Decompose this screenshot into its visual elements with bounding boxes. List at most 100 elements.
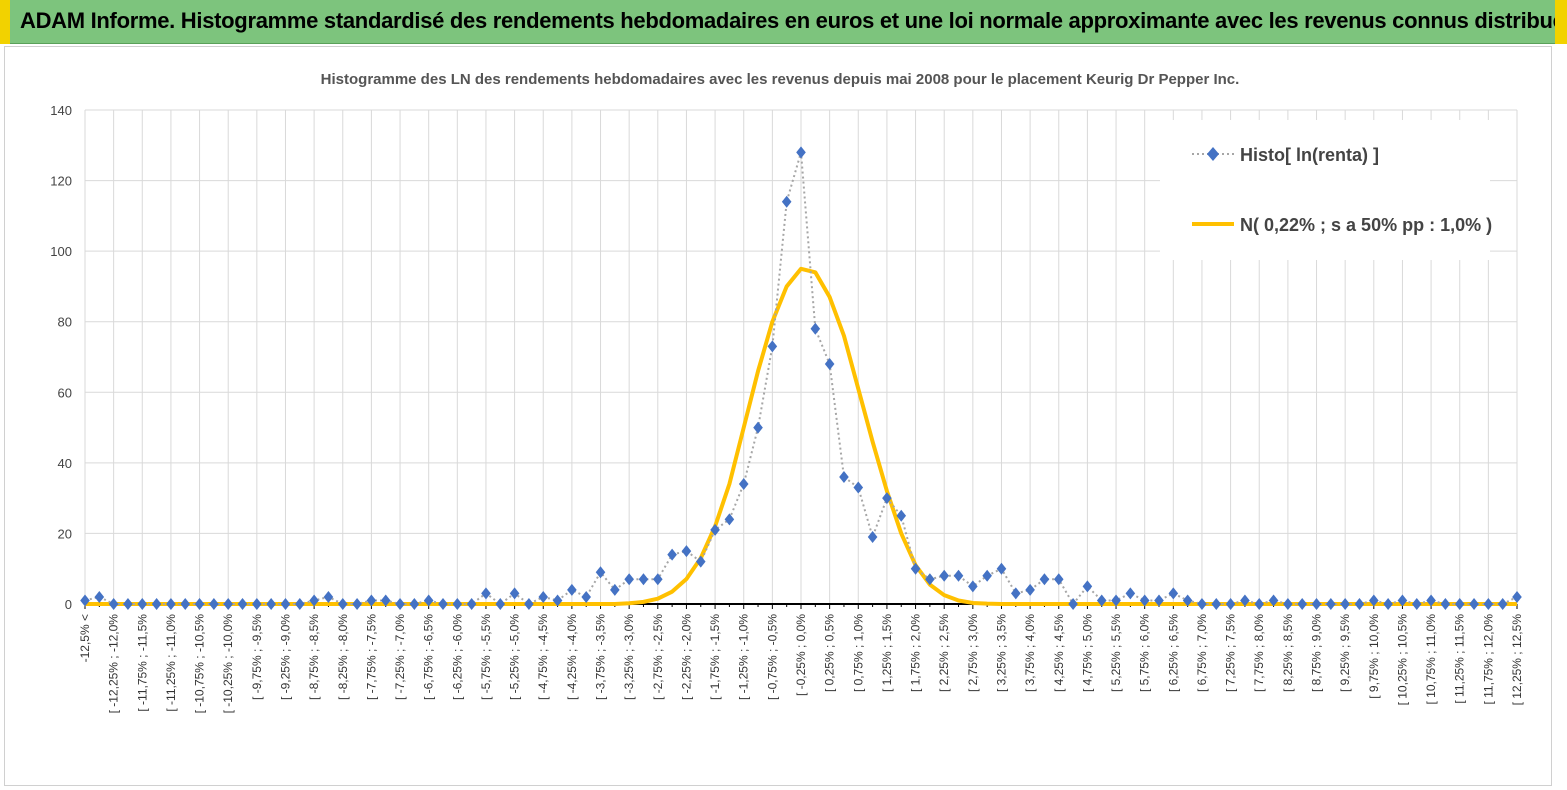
histogram-point bbox=[839, 470, 849, 483]
x-tick-label: [ -6,75% ; -6,5% bbox=[422, 614, 436, 700]
histogram-point bbox=[738, 478, 749, 491]
x-tick-label: [ -7,75% ; -7,5% bbox=[364, 614, 378, 700]
histogram-point bbox=[1240, 594, 1250, 607]
histogram-point bbox=[1369, 594, 1379, 607]
histogram-point bbox=[266, 598, 276, 610]
histogram-point bbox=[610, 583, 620, 596]
x-tick-label: [ 5,75% ; 6,0% bbox=[1138, 614, 1152, 692]
histogram-point bbox=[1125, 587, 1136, 600]
histogram-point bbox=[108, 598, 119, 610]
y-tick-label: 80 bbox=[58, 315, 72, 330]
legend-histo-marker bbox=[1207, 147, 1219, 161]
histogram-point bbox=[552, 594, 563, 607]
x-tick-label: [ 0,25% ; 0,5% bbox=[823, 614, 837, 692]
histogram-point bbox=[366, 594, 377, 607]
histogram-point bbox=[524, 598, 534, 610]
histogram-point bbox=[337, 598, 348, 610]
legend-box bbox=[1160, 120, 1490, 260]
histogram-point bbox=[724, 513, 735, 526]
x-tick-label: [ -0,25% ; 0,0% bbox=[794, 614, 808, 696]
histogram-point bbox=[466, 598, 477, 610]
header-accent-right bbox=[1555, 0, 1567, 44]
histogram-point bbox=[567, 583, 577, 596]
x-tick-label: [ 6,75% ; 7,0% bbox=[1195, 614, 1209, 692]
histogram-point bbox=[595, 566, 606, 579]
chart-frame bbox=[4, 46, 1552, 786]
histogram-point bbox=[1011, 587, 1021, 600]
y-tick-label: 120 bbox=[50, 174, 72, 189]
histogram-point bbox=[896, 509, 907, 522]
histogram-point bbox=[810, 322, 821, 335]
histogram-point bbox=[1254, 598, 1265, 610]
histogram-point bbox=[667, 548, 677, 561]
histogram-point bbox=[1411, 598, 1422, 610]
histogram-point bbox=[166, 598, 176, 610]
histogram-point bbox=[767, 340, 778, 353]
x-tick-label: [ -8,25% ; -8,0% bbox=[336, 614, 350, 700]
histogram-point bbox=[1454, 598, 1465, 610]
histogram-point bbox=[1283, 598, 1293, 610]
histogram-point bbox=[925, 573, 935, 586]
histogram-point bbox=[137, 598, 148, 610]
histogram-point bbox=[638, 573, 649, 586]
histogram-point bbox=[824, 358, 835, 371]
legend-histo-label: Histo[ ln(renta) ] bbox=[1240, 145, 1379, 165]
histogram-point bbox=[323, 590, 334, 603]
x-tick-label: [ 9,75% ; 10,0% bbox=[1367, 614, 1381, 699]
x-tick-label: [ 11,25% ; 11,5% bbox=[1453, 614, 1467, 704]
histogram-point bbox=[1068, 598, 1078, 610]
y-tick-label: 40 bbox=[58, 456, 72, 471]
x-tick-label: [ 9,25% ; 9,5% bbox=[1338, 614, 1352, 692]
x-tick-label: [ 8,25% ; 8,5% bbox=[1281, 614, 1295, 692]
x-tick-label: [ -5,75% ; -5,5% bbox=[479, 614, 493, 700]
x-tick-label: [ -11,75% ; -11,5% bbox=[135, 614, 149, 712]
x-tick-label: [ 4,25% ; 4,5% bbox=[1052, 614, 1066, 692]
histogram-point bbox=[395, 598, 405, 610]
histogram-point bbox=[538, 590, 549, 603]
histogram-point bbox=[1440, 598, 1451, 610]
x-tick-label: [ 2,75% ; 3,0% bbox=[966, 614, 980, 692]
x-tick-label: [ -11,25% ; -11,0% bbox=[164, 614, 178, 712]
x-tick-label: [ 8,75% ; 9,0% bbox=[1310, 614, 1324, 692]
x-tick-label: [ 0,75% ; 1,0% bbox=[851, 614, 865, 692]
histogram-point bbox=[1311, 598, 1322, 610]
x-tick-label: [ -2,25% ; -2,0% bbox=[679, 614, 693, 700]
histogram-point bbox=[1154, 594, 1164, 607]
histogram-point bbox=[223, 598, 233, 610]
histogram-point bbox=[1426, 594, 1436, 607]
x-tick-label: [ -9,75% ; -9,5% bbox=[250, 614, 264, 700]
histogram-point bbox=[1096, 594, 1107, 607]
x-tick-label: [ -4,25% ; -4,0% bbox=[565, 614, 579, 700]
series bbox=[80, 146, 1522, 610]
histogram-point bbox=[910, 562, 921, 575]
histogram-point bbox=[1268, 594, 1279, 607]
histogram-point bbox=[309, 594, 319, 607]
histogram-point bbox=[1397, 594, 1408, 607]
histogram-point bbox=[882, 492, 892, 505]
histogram-point bbox=[653, 573, 663, 586]
histogram-point bbox=[939, 569, 949, 582]
histogram-point bbox=[151, 598, 162, 610]
histogram-point bbox=[352, 598, 362, 610]
histogram-point bbox=[1326, 598, 1336, 610]
axes: 0 20 40 60 80 100 120 140 -12,5% < [ -12,25% ; -1… bbox=[50, 103, 1524, 713]
histogram-point bbox=[753, 421, 763, 434]
histogram-point bbox=[867, 530, 878, 543]
histogram-point bbox=[1383, 598, 1393, 610]
x-tick-label: [ 6,25% ; 6,5% bbox=[1166, 614, 1180, 692]
x-tick-label: [ 3,25% ; 3,5% bbox=[994, 614, 1008, 692]
histogram-point bbox=[438, 598, 448, 610]
histogram-point bbox=[295, 598, 305, 610]
histogram-point bbox=[853, 481, 864, 494]
x-tick-label: [ 10,75% ; 11,0% bbox=[1424, 614, 1438, 705]
histogram-point bbox=[781, 195, 792, 208]
histogram-point bbox=[982, 569, 992, 582]
report-title: ADAM Informe. Histogramme standardisé de… bbox=[20, 8, 1567, 33]
histogram-point bbox=[996, 562, 1007, 575]
header-accent-left bbox=[0, 0, 10, 44]
histogram-point bbox=[1340, 598, 1350, 610]
x-tick-label: [ 7,75% ; 8,0% bbox=[1252, 614, 1266, 692]
histogram-point bbox=[710, 523, 720, 536]
x-tick-label: [ -1,75% ; -1,5% bbox=[708, 614, 722, 700]
x-tick-label: [ 10,25% ; 10,5% bbox=[1395, 614, 1409, 706]
